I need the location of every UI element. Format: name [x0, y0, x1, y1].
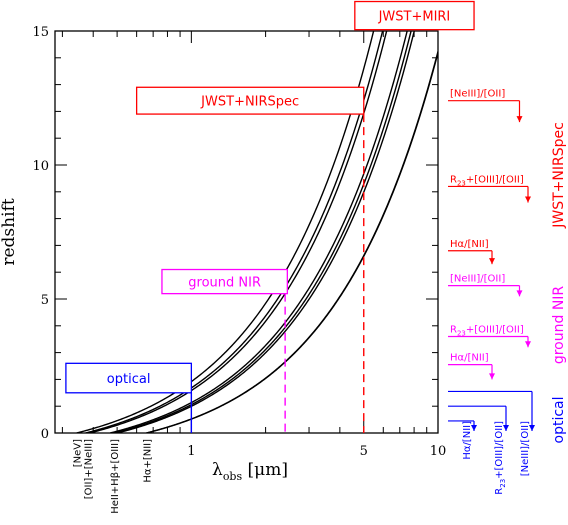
indicator-arrow	[489, 258, 495, 265]
line-label: [OII]+[NeIII]	[84, 439, 95, 499]
indicator-label: R23+[OIII]/[OII]	[450, 325, 524, 338]
x-tick-label: 1	[187, 444, 195, 459]
indicator-arrow	[525, 196, 531, 203]
indicator-arrow	[516, 116, 523, 123]
diagnostic-indicators: [NeIII]/[OII] R23+[OIII]/[OII] Hα/[NII] JWS…	[448, 89, 567, 495]
indicator-arrow	[503, 425, 509, 431]
x-tick-label: 5	[360, 444, 368, 459]
line-label: HeII+Hβ+[OIII]	[110, 439, 121, 514]
window-label: ground NIR	[188, 276, 261, 291]
redshift-curve-6	[117, 31, 415, 433]
redshift-curve-2	[85, 31, 384, 433]
indicator-group: Hα/[NII] R23+[OIII]/[OII] [NeIII]/[OII] opt…	[448, 390, 567, 495]
indicator-label: Hα/[NII]	[450, 239, 489, 250]
redshift-curve-8	[146, 52, 438, 433]
indicator-label: Hα/[NII]	[462, 421, 473, 460]
line-label: [NeV]	[73, 439, 84, 467]
indicator-arrow	[471, 425, 477, 431]
indicator-group: [NeIII]/[OII] R23+[OIII]/[OII] Hα/[NII] gro…	[448, 274, 567, 380]
indicator-arrow	[525, 341, 531, 348]
indicator-group-title: ground NIR	[551, 286, 567, 365]
y-tick-label: 15	[32, 25, 49, 40]
redshift-curve-4	[109, 31, 408, 433]
window-label: optical	[107, 372, 151, 387]
y-tick-label: 0	[41, 427, 49, 442]
window-box-1	[65, 362, 193, 394]
window-label: JWST+NIRSpec	[200, 95, 299, 110]
window-box-4	[354, 0, 475, 31]
redshift-curve-3	[89, 31, 388, 433]
indicator-group: [NeIII]/[OII] R23+[OIII]/[OII] Hα/[NII] JWS…	[448, 89, 567, 265]
x-tick-label: 10	[430, 444, 447, 459]
indicator-label: Hα/[NII]	[450, 353, 489, 364]
indicator-label: R23+[OIII]/[OII]	[494, 421, 507, 495]
redshift-curve-5	[113, 31, 412, 433]
window-box-2	[161, 268, 288, 295]
line-label: Hα+[NII]	[142, 439, 153, 483]
x-axis-title: λobs [μm]	[212, 460, 288, 483]
observing-windows: optical ground NIR JWST+NIRSpec JWST+MIRI	[65, 0, 475, 433]
redshift-curve-1	[76, 31, 375, 433]
indicator-arrow	[529, 425, 535, 431]
window-label: JWST+MIRI	[378, 10, 451, 25]
indicator-arrow	[489, 373, 495, 380]
window-box-3	[135, 86, 365, 115]
y-tick-label: 10	[32, 159, 49, 174]
indicator-label: [NeIII]/[OII]	[450, 274, 505, 285]
plot-area	[76, 31, 438, 433]
y-tick-label: 5	[41, 293, 49, 308]
indicator-group-title: JWST+NIRSpec	[551, 122, 567, 229]
redshift-curves	[76, 31, 438, 433]
plot-frame	[54, 30, 439, 434]
indicator-label: [NeIII]/[OII]	[520, 421, 531, 476]
indicator-group-title: optical	[551, 397, 567, 444]
indicator-label: R23+[OIII]/[OII]	[450, 174, 524, 187]
indicator-label: [NeIII]/[OII]	[450, 89, 505, 100]
indicator-arrow	[516, 290, 523, 297]
emission-line-labels: [NeV] [OII]+[NeIII] HeII+Hβ+[OIII] Hα+[NII]	[73, 439, 154, 514]
y-axis-title: redshift	[0, 198, 19, 265]
